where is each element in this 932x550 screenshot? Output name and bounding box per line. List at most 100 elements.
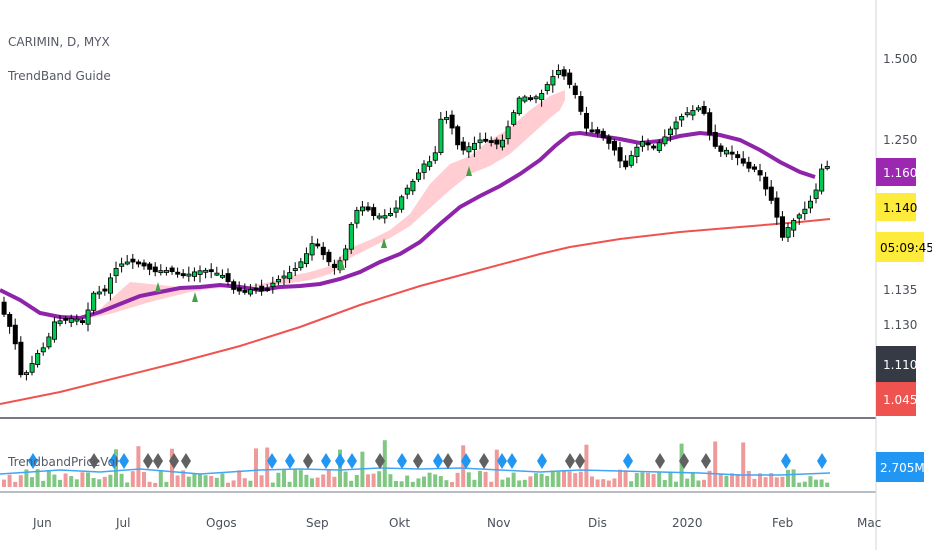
candle-body — [477, 139, 483, 144]
candle-body — [707, 112, 713, 135]
candle-body — [96, 291, 102, 295]
candle-body — [763, 176, 769, 190]
candle-body — [427, 161, 433, 167]
volume-bar — [713, 441, 718, 487]
candle-body — [656, 142, 662, 151]
candle-body — [673, 121, 679, 130]
volume-pane[interactable] — [0, 440, 831, 487]
volume-bar — [287, 481, 292, 487]
candle-body — [483, 138, 489, 142]
candle-body — [791, 219, 797, 231]
candle-body — [7, 313, 13, 327]
time-tick-label: Sep — [306, 516, 329, 530]
volume-bar — [86, 472, 90, 487]
time-axis[interactable]: Jun Jul Ogos Sep Okt Nov Dis 2020 Feb Ma… — [32, 516, 881, 530]
volume-bar — [556, 471, 561, 487]
price-pane[interactable] — [0, 64, 831, 405]
candle-body — [522, 96, 528, 102]
candle-body — [819, 168, 825, 192]
candle-body — [331, 263, 337, 268]
volume-bar — [13, 481, 18, 487]
candle-body — [63, 317, 69, 321]
volume-bar — [623, 470, 628, 487]
candle-body — [640, 141, 646, 147]
volume-bar — [175, 475, 180, 487]
candle-body — [449, 114, 455, 129]
candle-body — [679, 116, 685, 121]
price-badge-band — [876, 193, 916, 221]
volume-bar — [466, 472, 471, 487]
candle-body — [780, 216, 786, 238]
volume-pane-title: TrendbandPriceVol — [7, 455, 118, 469]
volume-bar — [791, 469, 796, 487]
candle-body — [511, 112, 517, 125]
volume-bar — [741, 442, 746, 487]
candle-body — [612, 140, 618, 151]
volume-diamond-icon — [169, 453, 179, 469]
volume-bar — [578, 471, 583, 487]
volume-bar — [282, 469, 286, 487]
volume-bar — [265, 447, 270, 487]
volume-bar — [718, 474, 723, 487]
volume-bar — [489, 481, 494, 487]
candle-body — [203, 269, 209, 273]
volume-diamond-icon — [575, 453, 585, 469]
candle-body — [494, 139, 500, 145]
candle-body — [628, 155, 634, 166]
volume-bar — [455, 472, 460, 487]
candle-body — [567, 72, 573, 85]
candle-body — [684, 112, 690, 116]
candle-body — [410, 181, 416, 192]
volume-bar — [58, 479, 62, 487]
volume-bar — [181, 470, 186, 487]
volume-bar — [91, 477, 96, 487]
candle-body — [712, 131, 718, 147]
volume-diamond-icon — [433, 453, 443, 469]
price-axis[interactable]: 1.500 1.250 1.135 1.130 1.160 1.140 05:0… — [876, 52, 932, 482]
candle-body — [539, 93, 545, 100]
volume-diamond-icon — [497, 453, 507, 469]
volume-diamond-icon — [321, 453, 331, 469]
volume-bar — [634, 473, 639, 487]
candle-body — [236, 287, 242, 292]
volume-bar — [315, 477, 320, 487]
price-badge-ma-mid-text: 1.160 — [883, 166, 917, 180]
volume-bar — [382, 440, 387, 487]
volume-bar — [517, 480, 522, 487]
volume-diamond-icon — [109, 453, 119, 469]
volume-bar — [399, 481, 404, 487]
time-tick-label: Jul — [115, 516, 130, 530]
candle-body — [735, 154, 741, 159]
candle-body — [645, 142, 651, 146]
candle-body — [343, 248, 349, 261]
volume-bar — [483, 471, 488, 487]
volume-bar — [550, 470, 555, 487]
candle-body — [690, 110, 696, 116]
candle-body — [785, 227, 791, 238]
volume-bar — [763, 477, 768, 487]
volume-bar — [237, 470, 242, 487]
candle-body — [359, 206, 365, 212]
candle-body — [163, 270, 169, 273]
signal-triangle-icon — [192, 292, 198, 302]
candle-body — [320, 246, 326, 256]
volume-diamond-icon — [623, 453, 633, 469]
volume-bar — [147, 481, 152, 487]
volume-bar — [422, 476, 426, 487]
price-badge-ma-long-text: 1.045 — [883, 393, 917, 407]
candle-body — [505, 126, 511, 140]
candle-body — [808, 200, 814, 209]
candle-body — [309, 243, 315, 256]
volume-bar — [119, 473, 124, 487]
volume-bar — [797, 482, 802, 487]
candle-body — [197, 270, 203, 275]
candle-body — [740, 158, 746, 164]
candle-body — [533, 96, 539, 100]
volume-bar — [651, 474, 656, 487]
volume-bar — [730, 473, 734, 487]
candle-body — [471, 142, 477, 150]
volume-bar — [69, 476, 74, 487]
volume-bar — [18, 475, 23, 487]
candle-body — [259, 285, 265, 292]
candle-body — [135, 261, 141, 265]
